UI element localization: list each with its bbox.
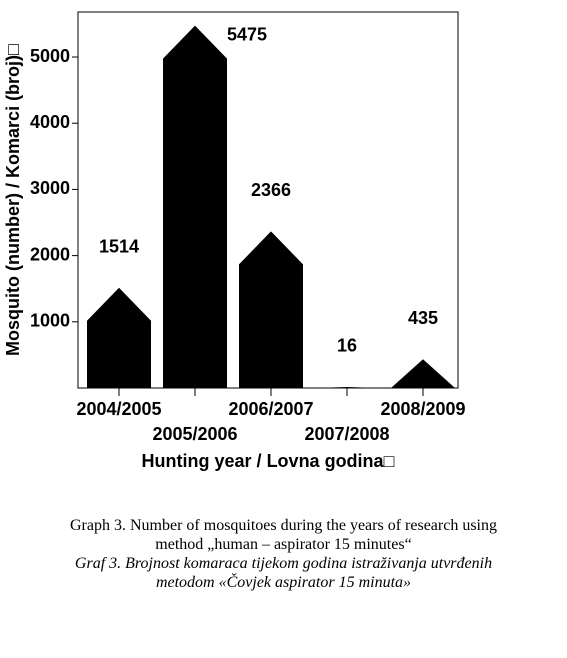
y-tick-label: 4000 — [30, 112, 70, 132]
x-axis-label: Hunting year / Lovna godina□ — [142, 451, 395, 471]
bar — [163, 25, 227, 388]
x-tick-label: 2005/2006 — [152, 424, 237, 444]
x-tick-label: 2004/2005 — [76, 399, 161, 419]
caption-line: Graph 3. Number of mosquitoes during the… — [70, 517, 497, 534]
value-label: 1514 — [99, 237, 139, 257]
y-tick-label: 2000 — [30, 244, 70, 264]
bar — [391, 359, 455, 388]
y-axis-label: Mosquito (number) / Komarci (broj)□ — [3, 44, 23, 356]
x-tick-label: 2007/2008 — [304, 424, 389, 444]
y-tick-label: 3000 — [30, 178, 70, 198]
x-tick-label: 2006/2007 — [228, 399, 313, 419]
y-tick-label: 1000 — [30, 311, 70, 331]
value-label: 16 — [337, 336, 357, 356]
value-label: 2366 — [251, 180, 291, 200]
caption-line: metodom «Čovjek aspirator 15 minuta» — [155, 574, 412, 591]
bar — [315, 386, 379, 388]
caption-line: method „human – aspirator 15 minutes“ — [155, 536, 412, 553]
y-tick-label: 5000 — [30, 46, 70, 66]
x-tick-label: 2008/2009 — [380, 399, 465, 419]
bar — [239, 231, 303, 388]
caption: Graph 3. Number of mosquitoes during the… — [0, 516, 567, 592]
chart: Mosquito (number) / Komarci (broj)□ Hunt… — [3, 11, 466, 471]
value-label: 5475 — [227, 24, 267, 44]
bar — [87, 287, 151, 388]
caption-line: Graf 3. Brojnost komaraca tijekom godina… — [74, 555, 493, 572]
value-label: 435 — [408, 308, 438, 328]
